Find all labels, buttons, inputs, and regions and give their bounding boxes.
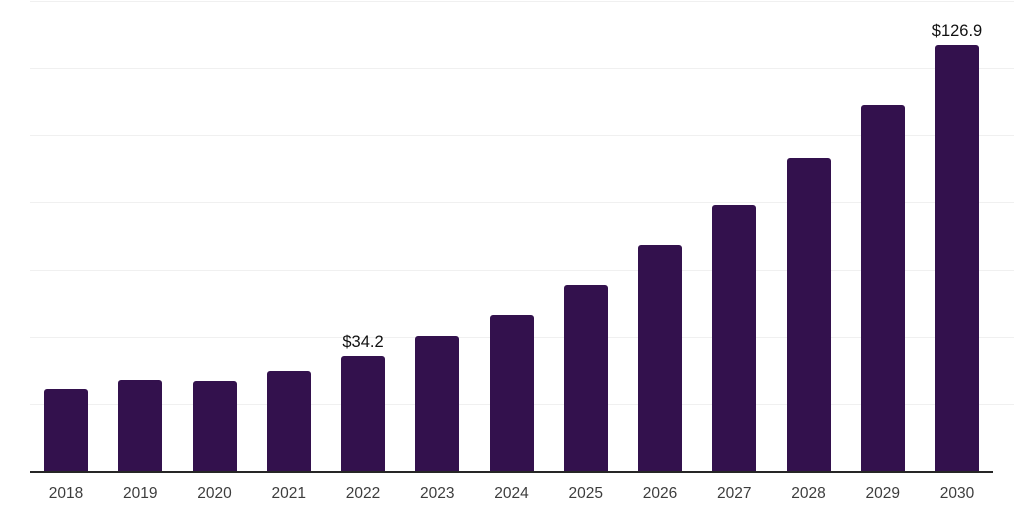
x-tick-label-2019: 2019	[123, 485, 158, 502]
bar-2029	[860, 105, 905, 471]
x-tick-label-2023: 2023	[420, 485, 455, 502]
bar-2020	[192, 381, 237, 471]
x-axis-line	[30, 471, 993, 473]
gridline	[30, 1, 1014, 2]
bar-2027	[712, 205, 757, 471]
value-label-2022: $34.2	[342, 333, 384, 352]
bar-2021	[266, 370, 311, 471]
bar-2023	[415, 336, 460, 471]
value-label-2030: $126.9	[931, 21, 983, 40]
x-tick-label-2025: 2025	[568, 485, 603, 502]
x-tick-label-2028: 2028	[791, 485, 826, 502]
x-tick-label-2027: 2027	[717, 485, 752, 502]
bar-2026	[638, 245, 682, 471]
bar-2022	[341, 356, 385, 471]
x-tick-label-2022: 2022	[345, 485, 381, 502]
bar-2018	[44, 389, 88, 471]
x-tick-label-2026: 2026	[642, 485, 678, 502]
bar-2028	[786, 158, 831, 471]
x-tick-label-2021: 2021	[271, 485, 306, 502]
bar-2019	[118, 380, 163, 471]
bar-2025	[563, 285, 608, 471]
bar-2030	[935, 44, 979, 471]
gridline	[30, 68, 1014, 70]
x-tick-label-2020: 2020	[197, 485, 232, 502]
gridline	[30, 202, 1014, 204]
gridline	[30, 135, 1014, 137]
x-tick-label-2024: 2024	[494, 485, 529, 502]
gridline	[30, 269, 1014, 271]
bar-2024	[489, 314, 534, 471]
x-tick-label-2018: 2018	[48, 485, 84, 502]
x-tick-label-2029: 2029	[865, 485, 900, 502]
x-tick-label-2030: 2030	[939, 485, 975, 502]
